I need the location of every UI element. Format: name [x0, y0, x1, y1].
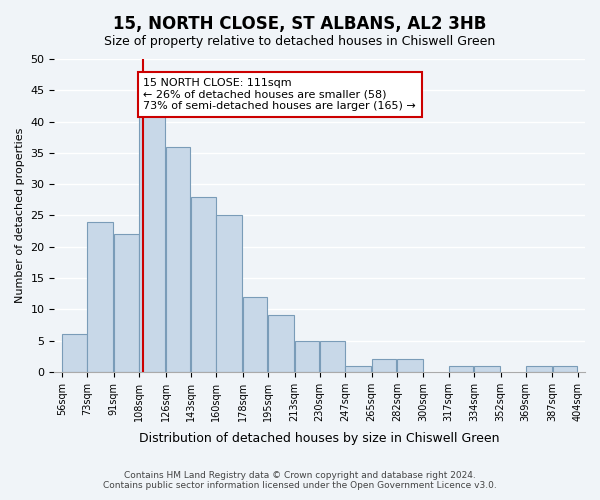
Bar: [217, 216, 242, 372]
X-axis label: Distribution of detached houses by size in Chiswell Green: Distribution of detached houses by size …: [139, 432, 500, 445]
Bar: [88, 222, 113, 372]
Bar: [243, 296, 268, 372]
Text: 15 NORTH CLOSE: 111sqm
← 26% of detached houses are smaller (58)
73% of semi-det: 15 NORTH CLOSE: 111sqm ← 26% of detached…: [143, 78, 416, 111]
Bar: [139, 109, 165, 372]
Bar: [295, 340, 319, 372]
Bar: [191, 196, 215, 372]
Text: Contains HM Land Registry data © Crown copyright and database right 2024.
Contai: Contains HM Land Registry data © Crown c…: [103, 470, 497, 490]
Bar: [166, 146, 190, 372]
Bar: [320, 340, 344, 372]
Bar: [62, 334, 86, 372]
Bar: [449, 366, 473, 372]
Text: Size of property relative to detached houses in Chiswell Green: Size of property relative to detached ho…: [104, 35, 496, 48]
Bar: [553, 366, 577, 372]
Bar: [397, 360, 423, 372]
Y-axis label: Number of detached properties: Number of detached properties: [15, 128, 25, 303]
Bar: [268, 316, 294, 372]
Bar: [526, 366, 552, 372]
Bar: [114, 234, 139, 372]
Bar: [474, 366, 500, 372]
Bar: [372, 360, 397, 372]
Text: 15, NORTH CLOSE, ST ALBANS, AL2 3HB: 15, NORTH CLOSE, ST ALBANS, AL2 3HB: [113, 15, 487, 33]
Bar: [345, 366, 371, 372]
